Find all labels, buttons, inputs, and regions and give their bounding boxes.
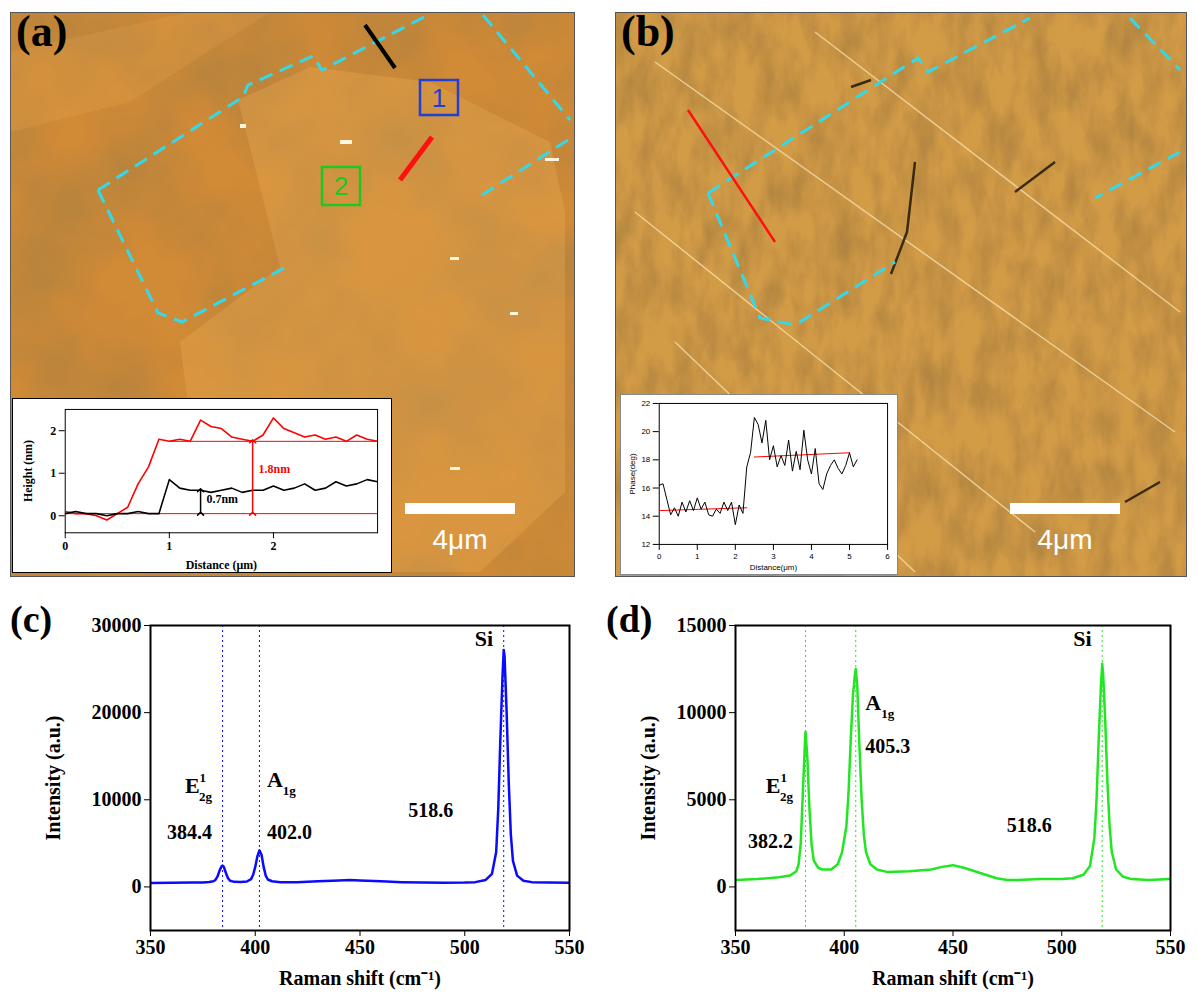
svg-text:Intensity (a.u.): Intensity (a.u.) xyxy=(42,715,65,840)
svg-text:450: 450 xyxy=(345,936,375,958)
svg-text:Height (nm): Height (nm) xyxy=(21,440,35,502)
svg-text:E12g: E12g xyxy=(766,770,794,804)
svg-text:384.4: 384.4 xyxy=(167,821,212,843)
svg-text:18: 18 xyxy=(641,455,650,464)
svg-text:0: 0 xyxy=(132,875,142,897)
html-text:(d): (d) xyxy=(606,598,653,640)
svg-text:16: 16 xyxy=(641,484,650,493)
svg-text:400: 400 xyxy=(240,936,270,958)
svg-text:500: 500 xyxy=(450,936,480,958)
svg-text:0.7nm: 0.7nm xyxy=(207,492,239,506)
svg-text:Si: Si xyxy=(1073,626,1091,651)
svg-text:10000: 10000 xyxy=(92,788,142,810)
svg-text:402.0: 402.0 xyxy=(267,821,312,843)
svg-text:1: 1 xyxy=(50,466,56,480)
svg-text:518.6: 518.6 xyxy=(1007,814,1052,836)
svg-text:450: 450 xyxy=(938,936,968,958)
svg-text:2: 2 xyxy=(270,539,276,553)
svg-text:E12g: E12g xyxy=(185,770,213,804)
svg-text:10000: 10000 xyxy=(677,701,727,723)
svg-text:6: 6 xyxy=(885,552,890,561)
svg-text:A1g: A1g xyxy=(267,767,296,798)
html-text:(b): (b) xyxy=(621,7,675,56)
svg-text:20: 20 xyxy=(641,427,650,436)
svg-text:1: 1 xyxy=(695,552,700,561)
svg-text:0: 0 xyxy=(50,509,56,523)
svg-text:12: 12 xyxy=(641,540,650,549)
html-text:(c): (c) xyxy=(10,598,53,640)
svg-text:350: 350 xyxy=(136,936,166,958)
svg-text:550: 550 xyxy=(1156,936,1186,958)
svg-text:Raman shift (cm⁻¹): Raman shift (cm⁻¹) xyxy=(872,967,1034,990)
svg-text:A1g: A1g xyxy=(865,690,894,721)
svg-text:2: 2 xyxy=(50,424,56,438)
svg-text:Si: Si xyxy=(475,626,493,651)
svg-text:4μm: 4μm xyxy=(1037,524,1092,555)
svg-text:Phase(deg): Phase(deg) xyxy=(628,453,637,494)
svg-text:4: 4 xyxy=(809,552,814,561)
html-text:(a): (a) xyxy=(16,7,68,56)
svg-text:405.3: 405.3 xyxy=(865,735,910,757)
svg-text:2: 2 xyxy=(733,552,738,561)
svg-text:550: 550 xyxy=(555,936,585,958)
svg-text:382.2: 382.2 xyxy=(748,830,793,852)
svg-text:20000: 20000 xyxy=(92,701,142,723)
svg-text:0: 0 xyxy=(62,539,68,553)
svg-text:500: 500 xyxy=(1047,936,1077,958)
svg-text:14: 14 xyxy=(641,512,650,521)
svg-text:1.8nm: 1.8nm xyxy=(259,462,291,476)
svg-text:Intensity (a.u.): Intensity (a.u.) xyxy=(637,715,660,840)
svg-text:350: 350 xyxy=(721,936,751,958)
svg-text:15000: 15000 xyxy=(677,614,727,636)
svg-text:1: 1 xyxy=(432,83,446,113)
svg-text:0: 0 xyxy=(657,552,662,561)
svg-text:2: 2 xyxy=(334,171,348,201)
svg-text:Raman shift (cm⁻¹): Raman shift (cm⁻¹) xyxy=(279,967,441,990)
svg-text:1: 1 xyxy=(166,539,172,553)
svg-text:Distance(μm): Distance(μm) xyxy=(750,563,798,572)
svg-text:0: 0 xyxy=(717,875,727,897)
svg-text:30000: 30000 xyxy=(92,614,142,636)
svg-text:4μm: 4μm xyxy=(432,524,487,555)
svg-text:3: 3 xyxy=(771,552,776,561)
svg-text:5000: 5000 xyxy=(687,788,727,810)
svg-text:400: 400 xyxy=(829,936,859,958)
svg-text:22: 22 xyxy=(641,399,650,408)
svg-text:5: 5 xyxy=(847,552,852,561)
svg-text:518.6: 518.6 xyxy=(408,799,453,821)
svg-text:Distance (μm): Distance (μm) xyxy=(186,558,257,572)
